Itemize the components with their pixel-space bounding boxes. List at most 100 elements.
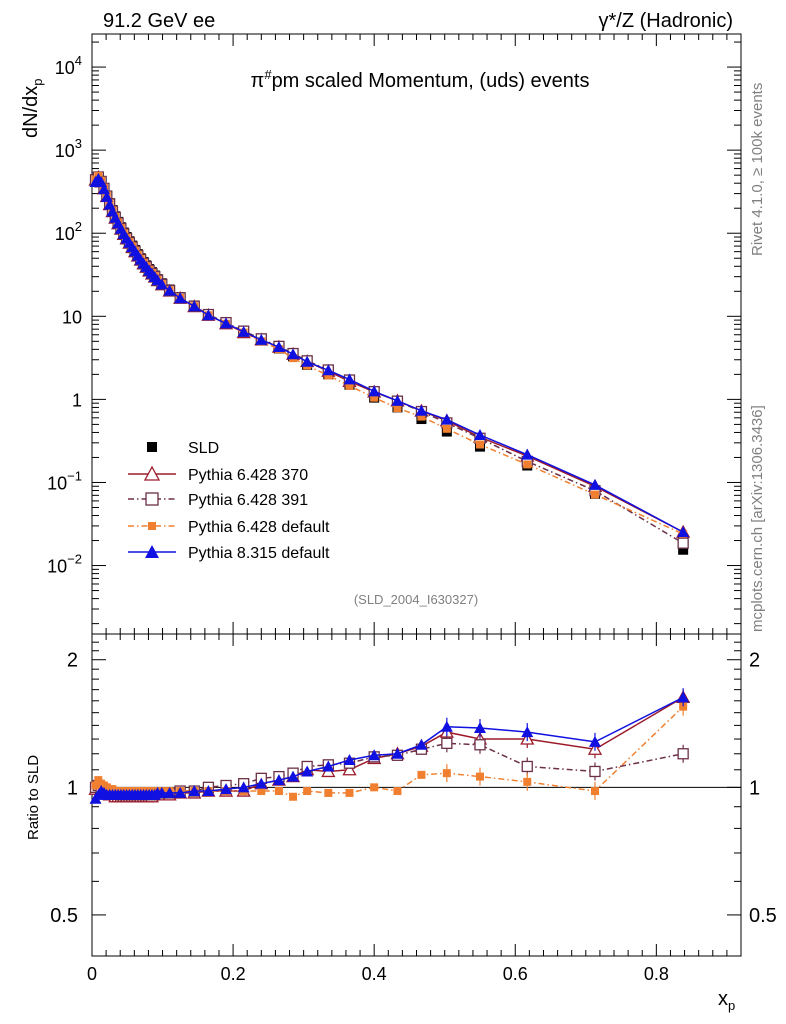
ratio-point-pythia-6-428-default <box>523 777 532 786</box>
point-pythia-6-428-default <box>590 490 599 499</box>
ratio-tick-label: 1 <box>67 777 78 799</box>
legend-marker-pythia-6-428-391 <box>145 492 159 506</box>
ratio-point-pythia-6-428-391 <box>677 748 689 760</box>
point-pythia-8-315-default <box>255 333 268 345</box>
point-pythia-8-315-default <box>188 300 201 312</box>
ratio-point-pythia-8-315-default <box>391 747 404 759</box>
point-pythia-6-428-default <box>442 424 451 433</box>
ratio-point-pythia-8-315-default <box>322 760 335 772</box>
legend: SLD Pythia 6.428 370 Pythia 6.428 391 Pythi… <box>128 440 330 562</box>
ratio-point-pythia-6-428-default <box>257 787 266 796</box>
x-tick-label: 0.4 <box>362 964 387 984</box>
ratio-point-pythia-6-428-default <box>442 769 451 778</box>
point-pythia-8-315-default <box>272 341 285 353</box>
ratio-point-pythia-8-315-default <box>220 783 233 795</box>
ratio-point-pythia-8-315-default <box>255 777 268 789</box>
series-layer <box>88 170 691 804</box>
legend-marker-pythia-6-428-370 <box>143 465 161 481</box>
y-axis-label: dN/dxp <box>20 79 45 138</box>
point-pythia-6-428-default <box>393 404 402 413</box>
point-pythia-8-315-default <box>391 394 404 406</box>
ratio-point-pythia-8-315-default <box>155 786 168 798</box>
ratio-point-pythia-8-315-default <box>272 774 285 786</box>
x-tick-label: 0.6 <box>503 964 528 984</box>
ratio-point-pythia-8-315-default <box>440 720 453 732</box>
point-pythia-8-315-default <box>287 348 300 360</box>
ratio-point-pythia-6-428-391 <box>589 765 601 778</box>
point-pythia-8-315-default <box>301 355 314 367</box>
point-pythia-6-428-default <box>370 393 379 402</box>
y-tick-label: 10 <box>62 307 82 327</box>
point-pythia-8-315-default <box>473 429 486 441</box>
ratio-point-pythia-6-428-370 <box>342 762 357 776</box>
ratio-point-pythia-8-315-default <box>343 754 356 766</box>
point-pythia-8-315-default <box>163 284 176 296</box>
point-pythia-6-428-default <box>523 460 532 469</box>
rivet-label: Rivet 4.1.0, ≥ 100k events <box>749 83 766 256</box>
point-pythia-8-315-default <box>343 373 356 385</box>
y-tick-label: 102 <box>55 219 82 244</box>
point-pythia-8-315-default <box>220 317 233 329</box>
point-pythia-8-315-default <box>588 478 601 490</box>
ratio-point-pythia-8-315-default <box>301 765 314 777</box>
point-pythia-6-428-default <box>324 371 333 380</box>
y-tick-label: 10−2 <box>47 552 82 577</box>
point-pythia-8-315-default <box>440 413 453 425</box>
legend-marker-pythia-8-315-default <box>145 545 159 558</box>
header-left: 91.2 GeV ee <box>103 10 215 32</box>
ratio-point-pythia-8-315-default <box>287 770 300 782</box>
series-line-pythia-6-428-370 <box>95 176 684 533</box>
ratio-point-pythia-6-428-default <box>475 772 484 781</box>
y-tick-label: 1 <box>72 390 82 410</box>
ratio-point-pythia-8-315-default <box>521 726 534 738</box>
point-pythia-6-428-default <box>345 381 354 390</box>
point-pythia-8-315-default <box>368 385 381 397</box>
ratio-point-pythia-8-315-default <box>202 785 215 797</box>
ratio-tick-label-right: 0.5 <box>749 905 777 927</box>
plot-title: π#pm scaled Momentum, (uds) events <box>251 67 590 92</box>
ratio-tick-label-right: 1 <box>749 777 760 799</box>
ratio-point-pythia-6-428-default <box>91 781 100 790</box>
point-pythia-8-315-default <box>155 278 168 290</box>
ratio-point-pythia-8-315-default <box>415 738 428 750</box>
point-pythia-8-315-default <box>415 404 428 416</box>
mcplots-label: mcplots.cern.ch [arXiv:1306.3436] <box>749 405 766 632</box>
header-right: γ*/Z (Hadronic) <box>599 10 733 32</box>
data-point-sld <box>678 544 689 555</box>
x-axis-label: xp <box>718 988 735 1013</box>
point-pythia-6-428-default <box>475 440 484 449</box>
ratio-point-pythia-8-315-default <box>677 691 690 703</box>
point-pythia-6-428-default <box>417 412 426 421</box>
analysis-id: (SLD_2004_I630327) <box>354 592 478 607</box>
y-tick-label: 104 <box>55 53 82 78</box>
point-pythia-8-315-default <box>677 526 690 538</box>
ratio-point-pythia-6-428-default <box>370 783 379 792</box>
ratio-point-pythia-8-315-default <box>174 786 187 798</box>
x-tick-label: 0.8 <box>644 964 669 984</box>
main-plot-frame <box>91 33 742 635</box>
y-tick-label: 103 <box>55 136 82 161</box>
ratio-point-pythia-6-428-391 <box>521 760 533 773</box>
ratio-tick-label: 0.5 <box>50 905 78 927</box>
ratio-point-pythia-6-428-default <box>345 788 354 797</box>
x-tick-label: 0 <box>87 964 97 984</box>
y-tick-label: 10−1 <box>47 468 82 493</box>
ratio-point-pythia-6-428-default <box>289 792 298 801</box>
ratio-point-pythia-6-428-default <box>679 702 688 711</box>
ratio-tick-label: 2 <box>67 650 78 672</box>
ratio-y-axis-label: Ratio to SLD <box>25 755 42 840</box>
point-pythia-8-315-default <box>521 448 534 460</box>
ratio-point-pythia-8-315-default <box>368 749 381 761</box>
ratio-point-pythia-8-315-default <box>473 722 486 734</box>
ratio-point-pythia-8-315-default <box>237 781 250 793</box>
legend-label-sld: SLD <box>188 440 219 457</box>
point-pythia-8-315-default <box>322 364 335 376</box>
ratio-point-pythia-6-428-default <box>324 788 333 797</box>
ratio-point-pythia-8-315-default <box>163 786 176 798</box>
ratio-point-pythia-8-315-default <box>588 735 601 747</box>
ratio-point-pythia-6-428-391 <box>474 739 486 751</box>
legend-marker-sld <box>147 442 157 452</box>
point-pythia-8-315-default <box>174 292 187 304</box>
